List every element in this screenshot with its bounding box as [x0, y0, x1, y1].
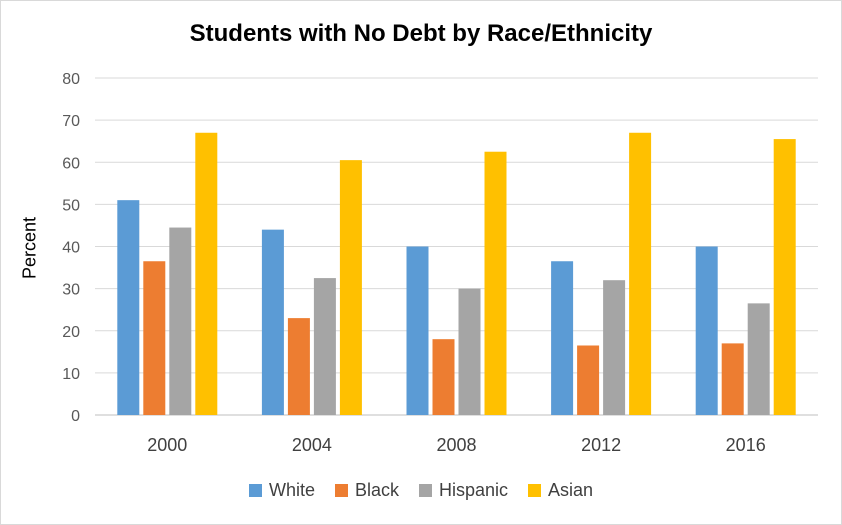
legend-swatch: [334, 484, 348, 497]
legend-swatch: [528, 484, 542, 497]
bar-hispanic-2004: [313, 278, 336, 415]
legend-item-white: White: [248, 480, 315, 501]
bar-hispanic-2000: [169, 227, 192, 415]
y-tick-label: 80: [62, 71, 80, 88]
legend: White Black Hispanic Asian: [0, 480, 842, 501]
legend-swatch: [248, 484, 262, 497]
y-tick-label: 50: [62, 197, 80, 214]
bar-asian-2016: [773, 139, 796, 416]
bar-hispanic-2016: [747, 303, 770, 415]
legend-label: White: [268, 480, 315, 500]
bar-black-2016: [721, 343, 744, 415]
bar-hispanic-2012: [603, 280, 626, 415]
legend-label: Asian: [548, 480, 594, 500]
chart-title: Students with No Debt by Race/Ethnicity: [189, 20, 653, 47]
legend-swatch: [418, 484, 432, 497]
legend-label: Black: [354, 480, 399, 500]
bar-white-2004: [261, 229, 284, 415]
y-tick-label: 20: [62, 324, 80, 341]
bar-asian-2000: [195, 132, 218, 415]
legend-item-black: Black: [334, 480, 399, 501]
x-tick-label: 2008: [436, 435, 476, 455]
bar-hispanic-2008: [458, 288, 481, 415]
y-tick-label: 30: [62, 282, 80, 299]
x-tick-label: 2012: [581, 435, 621, 455]
bar-white-2012: [551, 261, 574, 415]
legend-label: Hispanic: [438, 480, 509, 500]
y-tick-label: 0: [71, 408, 80, 425]
legend-item-hispanic: Hispanic: [418, 480, 509, 501]
y-tick-label: 10: [62, 366, 80, 383]
y-tick-label: 70: [62, 113, 80, 130]
bar-black-2008: [432, 339, 455, 415]
bar-black-2004: [287, 318, 310, 415]
x-tick-label: 2004: [292, 435, 332, 455]
bar-asian-2008: [484, 151, 507, 415]
legend-item-asian: Asian: [528, 480, 593, 501]
y-tick-label: 40: [62, 240, 80, 257]
x-tick-label: 2000: [147, 435, 187, 455]
bar-white-2016: [695, 246, 718, 415]
bar-asian-2004: [339, 160, 362, 415]
x-tick-label: 2016: [726, 435, 766, 455]
y-tick-label: 60: [62, 155, 80, 172]
bar-black-2000: [143, 261, 166, 415]
bar-white-2008: [406, 246, 429, 415]
bar-black-2012: [577, 345, 600, 415]
bar-asian-2012: [629, 132, 652, 415]
bar-white-2000: [117, 200, 140, 415]
